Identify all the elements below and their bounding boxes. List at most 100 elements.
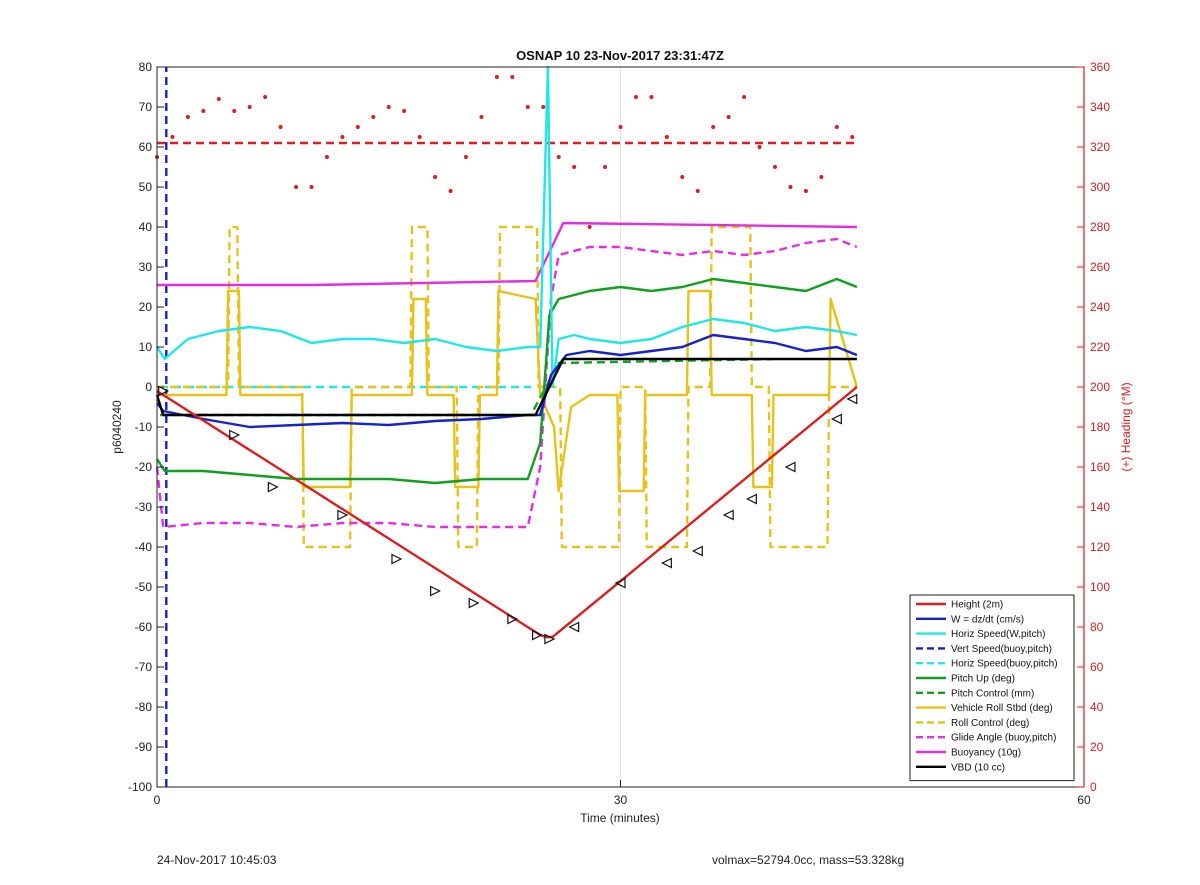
height-marker [430, 585, 441, 597]
height-marker [745, 493, 757, 505]
height-marker [614, 577, 626, 589]
chart-title: OSNAP 10 23-Nov-2017 23:31:47Z [516, 48, 724, 63]
heading-point [247, 105, 252, 109]
x-tick-label: 30 [614, 793, 628, 807]
y2-tick-label: 260 [1090, 260, 1110, 274]
heading-point [355, 125, 360, 129]
heading-point [773, 165, 777, 169]
y-tick-label: -20 [135, 460, 153, 474]
height-marker [267, 481, 279, 493]
heading-point [850, 135, 855, 139]
y2-tick-label: 0 [1090, 780, 1097, 794]
heading-point [541, 105, 546, 109]
heading-point [232, 109, 237, 113]
heading-point [726, 115, 731, 119]
heading-point [170, 135, 175, 139]
legend-label: Vehicle Roll Stbd (deg) [951, 703, 1053, 714]
y-tick-label: 20 [139, 300, 153, 314]
heading-point [788, 185, 793, 189]
y2-tick-label: 140 [1090, 500, 1110, 514]
y2-tick-label: 20 [1090, 740, 1104, 754]
series-heading [155, 75, 855, 229]
y2-tick-label: 200 [1090, 380, 1110, 394]
heading-point [664, 135, 669, 139]
height-marker [531, 629, 543, 641]
heading-point [494, 75, 499, 79]
heading-point [556, 155, 561, 159]
legend-label: Pitch Up (deg) [951, 674, 1015, 685]
heading-point [649, 95, 654, 99]
heading-point [479, 115, 484, 119]
height-marker [691, 545, 703, 557]
height-marker [391, 553, 403, 565]
heading-point [386, 105, 391, 109]
series-vbd-10-cc [155, 357, 857, 417]
heading-point [417, 135, 422, 139]
heading-point [309, 185, 314, 189]
height-marker [722, 509, 734, 521]
y2-tick-label: 60 [1090, 660, 1104, 674]
heading-point [263, 95, 268, 99]
series-buoyancy-10g [157, 221, 857, 287]
y-tick-label: -10 [135, 420, 153, 434]
y-tick-label: 10 [139, 340, 153, 354]
heading-point [294, 185, 299, 189]
legend-label: Vert Speed(buoy,pitch) [951, 644, 1052, 655]
y2-tick-label: 160 [1090, 460, 1110, 474]
heading-point [633, 95, 638, 99]
y2-axis-label: (+) Heading (°M) [1119, 382, 1133, 471]
heading-point [711, 125, 716, 129]
y-tick-label: 60 [139, 140, 153, 154]
y-tick-label: -40 [135, 540, 153, 554]
heading-point [525, 105, 530, 109]
height-marker [468, 597, 480, 609]
heading-point [402, 109, 407, 113]
y-tick-label: 40 [139, 220, 153, 234]
y2-tick-label: 100 [1090, 580, 1110, 594]
height-marker [507, 613, 519, 625]
y2-tick-label: 280 [1090, 220, 1110, 234]
heading-point [680, 175, 685, 179]
y-tick-label: 0 [145, 380, 152, 394]
y-tick-label: -30 [135, 500, 153, 514]
heading-point [757, 145, 762, 149]
legend-label: W = dz/dt (cm/s) [951, 614, 1024, 625]
x-axis-label: Time (minutes) [580, 811, 660, 825]
heading-point [603, 165, 608, 169]
heading-point [340, 135, 345, 139]
height-marker [568, 621, 580, 633]
heading-point [587, 225, 592, 229]
x-tick-label: 0 [154, 793, 161, 807]
series-height-2m [156, 386, 858, 639]
axes: 0 30 60-100-90-80-70-60-50-40-30-20-100102… [128, 60, 1110, 807]
heading-point [695, 189, 700, 193]
heading-point [201, 109, 206, 113]
y-tick-label: -50 [135, 580, 153, 594]
y-tick-label: -90 [135, 740, 153, 754]
series-roll-control-deg [157, 225, 857, 549]
plot-area [155, 65, 859, 787]
y-axis-label: p6040240 [110, 400, 124, 454]
heading-point [819, 175, 824, 179]
heading-point [216, 97, 221, 101]
heading-point [185, 115, 190, 119]
height-marker [229, 429, 241, 441]
heading-point [572, 165, 577, 169]
heading-point [803, 189, 808, 193]
height-marker [337, 509, 349, 521]
x-tick-label: 60 [1077, 793, 1091, 807]
y-tick-label: -70 [135, 660, 153, 674]
height-marker [784, 461, 796, 473]
legend-label: Buoyancy (10g) [951, 748, 1021, 759]
legend-label: Roll Control (deg) [951, 718, 1029, 729]
heading-point [510, 75, 515, 79]
series-pitch-up-deg [155, 277, 858, 485]
series-w-dz-dt-cm-s [156, 333, 858, 429]
footer-volmax-mass: volmax=52794.0cc, mass=53.328kg [712, 853, 905, 867]
y2-tick-label: 240 [1090, 300, 1110, 314]
y2-tick-label: 220 [1090, 340, 1110, 354]
heading-point [834, 125, 839, 129]
legend-label: Height (2m) [951, 600, 1003, 611]
y-tick-label: 30 [139, 260, 153, 274]
